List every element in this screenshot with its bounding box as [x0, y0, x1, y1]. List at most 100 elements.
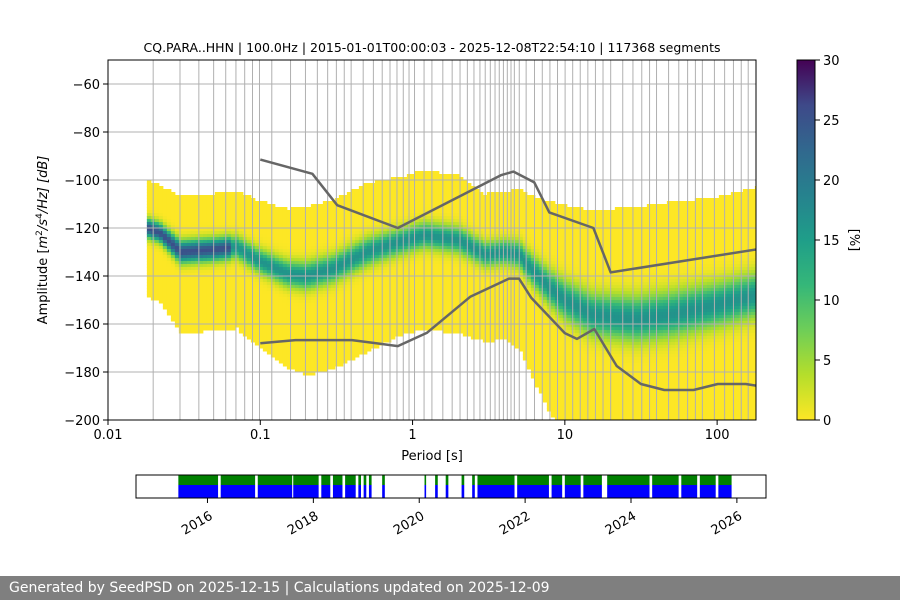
- heatmap-cell: [270, 210, 276, 214]
- heatmap-cell: [170, 318, 176, 322]
- heatmap-cell: [410, 327, 416, 331]
- heatmap-cell: [350, 336, 356, 340]
- heatmap-cell: [366, 303, 372, 307]
- heatmap-cell: [234, 315, 240, 319]
- heatmap-cell: [410, 234, 416, 238]
- heatmap-cell: [422, 240, 428, 244]
- heatmap-cell: [170, 258, 176, 262]
- heatmap-cell: [514, 240, 520, 244]
- heatmap-cell: [470, 276, 476, 280]
- heatmap-cell: [282, 234, 288, 238]
- heatmap-cell: [218, 273, 224, 277]
- heatmap-cell: [162, 294, 168, 298]
- heatmap-cell: [422, 255, 428, 259]
- heatmap-cell: [154, 231, 160, 235]
- heatmap-cell: [498, 198, 504, 202]
- heatmap-cell: [466, 285, 472, 289]
- heatmap-cell: [430, 189, 436, 193]
- heatmap-cell: [410, 282, 416, 286]
- heatmap-cell: [214, 276, 220, 280]
- heatmap-cell: [322, 279, 328, 283]
- heatmap-cell: [342, 255, 348, 259]
- heatmap-cell: [334, 252, 340, 256]
- heatmap-cell: [214, 327, 220, 331]
- heatmap-cell: [478, 261, 484, 265]
- heatmap-cell: [458, 261, 464, 265]
- heatmap-cell: [238, 198, 244, 202]
- heatmap-cell: [306, 303, 312, 307]
- heatmap-cell: [502, 201, 508, 205]
- heatmap-cell: [382, 213, 388, 217]
- heatmap-cell: [174, 318, 180, 322]
- heatmap-cell: [346, 222, 352, 226]
- heatmap-cell: [346, 234, 352, 238]
- heatmap-cell: [146, 210, 152, 214]
- heatmap-cell: [414, 219, 420, 223]
- heatmap-cell: [258, 231, 264, 235]
- heatmap-cell: [342, 354, 348, 358]
- heatmap-cell: [446, 225, 452, 229]
- heatmap-cell: [198, 231, 204, 235]
- heatmap-cell: [294, 330, 300, 334]
- heatmap-cell: [426, 228, 432, 232]
- heatmap-cell: [318, 207, 324, 211]
- heatmap-cell: [354, 303, 360, 307]
- heatmap-cell: [474, 282, 480, 286]
- heatmap-cell: [366, 222, 372, 226]
- heatmap-cell: [502, 243, 508, 247]
- heatmap-cell: [258, 249, 264, 253]
- heatmap-cell: [274, 330, 280, 334]
- heatmap-cell: [322, 213, 328, 217]
- heatmap-cell: [510, 273, 516, 277]
- heatmap-cell: [254, 228, 260, 232]
- heatmap-cell: [470, 267, 476, 271]
- heatmap-cell: [374, 210, 380, 214]
- heatmap-cell: [330, 267, 336, 271]
- heatmap-cell: [438, 189, 444, 193]
- heatmap-cell: [186, 228, 192, 232]
- heatmap-cell: [490, 201, 496, 205]
- heatmap-cell: [450, 222, 456, 226]
- heatmap-cell: [350, 249, 356, 253]
- heatmap-cell: [402, 309, 408, 313]
- heatmap-cell: [286, 360, 292, 364]
- heatmap-cell: [334, 225, 340, 229]
- heatmap-cell: [310, 303, 316, 307]
- heatmap-cell: [250, 237, 256, 241]
- heatmap-cell: [346, 336, 352, 340]
- heatmap-cell: [426, 258, 432, 262]
- heatmap-cell: [490, 306, 496, 310]
- heatmap-cell: [534, 330, 540, 334]
- heatmap-cell: [510, 306, 516, 310]
- heatmap-cell: [222, 312, 228, 316]
- heatmap-cell: [246, 204, 252, 208]
- heatmap-cell: [390, 333, 396, 337]
- heatmap-cell: [414, 213, 420, 217]
- heatmap-cell: [470, 270, 476, 274]
- heatmap-cell: [274, 240, 280, 244]
- heatmap-cell: [454, 183, 460, 187]
- heatmap-cell: [162, 291, 168, 295]
- heatmap-cell: [338, 312, 344, 316]
- heatmap-cell: [342, 240, 348, 244]
- heatmap-cell: [422, 222, 428, 226]
- heatmap-cell: [298, 252, 304, 256]
- heatmap-cell: [454, 249, 460, 253]
- heatmap-cell: [366, 306, 372, 310]
- heatmap-cell: [498, 270, 504, 274]
- heatmap-cell: [490, 327, 496, 331]
- heatmap-cell: [390, 234, 396, 238]
- heatmap-cell: [202, 288, 208, 292]
- heatmap-cell: [534, 219, 540, 223]
- heatmap-cell: [298, 360, 304, 364]
- heatmap-cell: [442, 294, 448, 298]
- heatmap-cell: [386, 333, 392, 337]
- heatmap-cell: [338, 363, 344, 367]
- heatmap-cell: [434, 246, 440, 250]
- heatmap-cell: [518, 333, 524, 337]
- heatmap-cell: [158, 276, 164, 280]
- heatmap-cell: [162, 237, 168, 241]
- heatmap-cell: [174, 222, 180, 226]
- heatmap-cell: [234, 195, 240, 199]
- heatmap-cell: [310, 255, 316, 259]
